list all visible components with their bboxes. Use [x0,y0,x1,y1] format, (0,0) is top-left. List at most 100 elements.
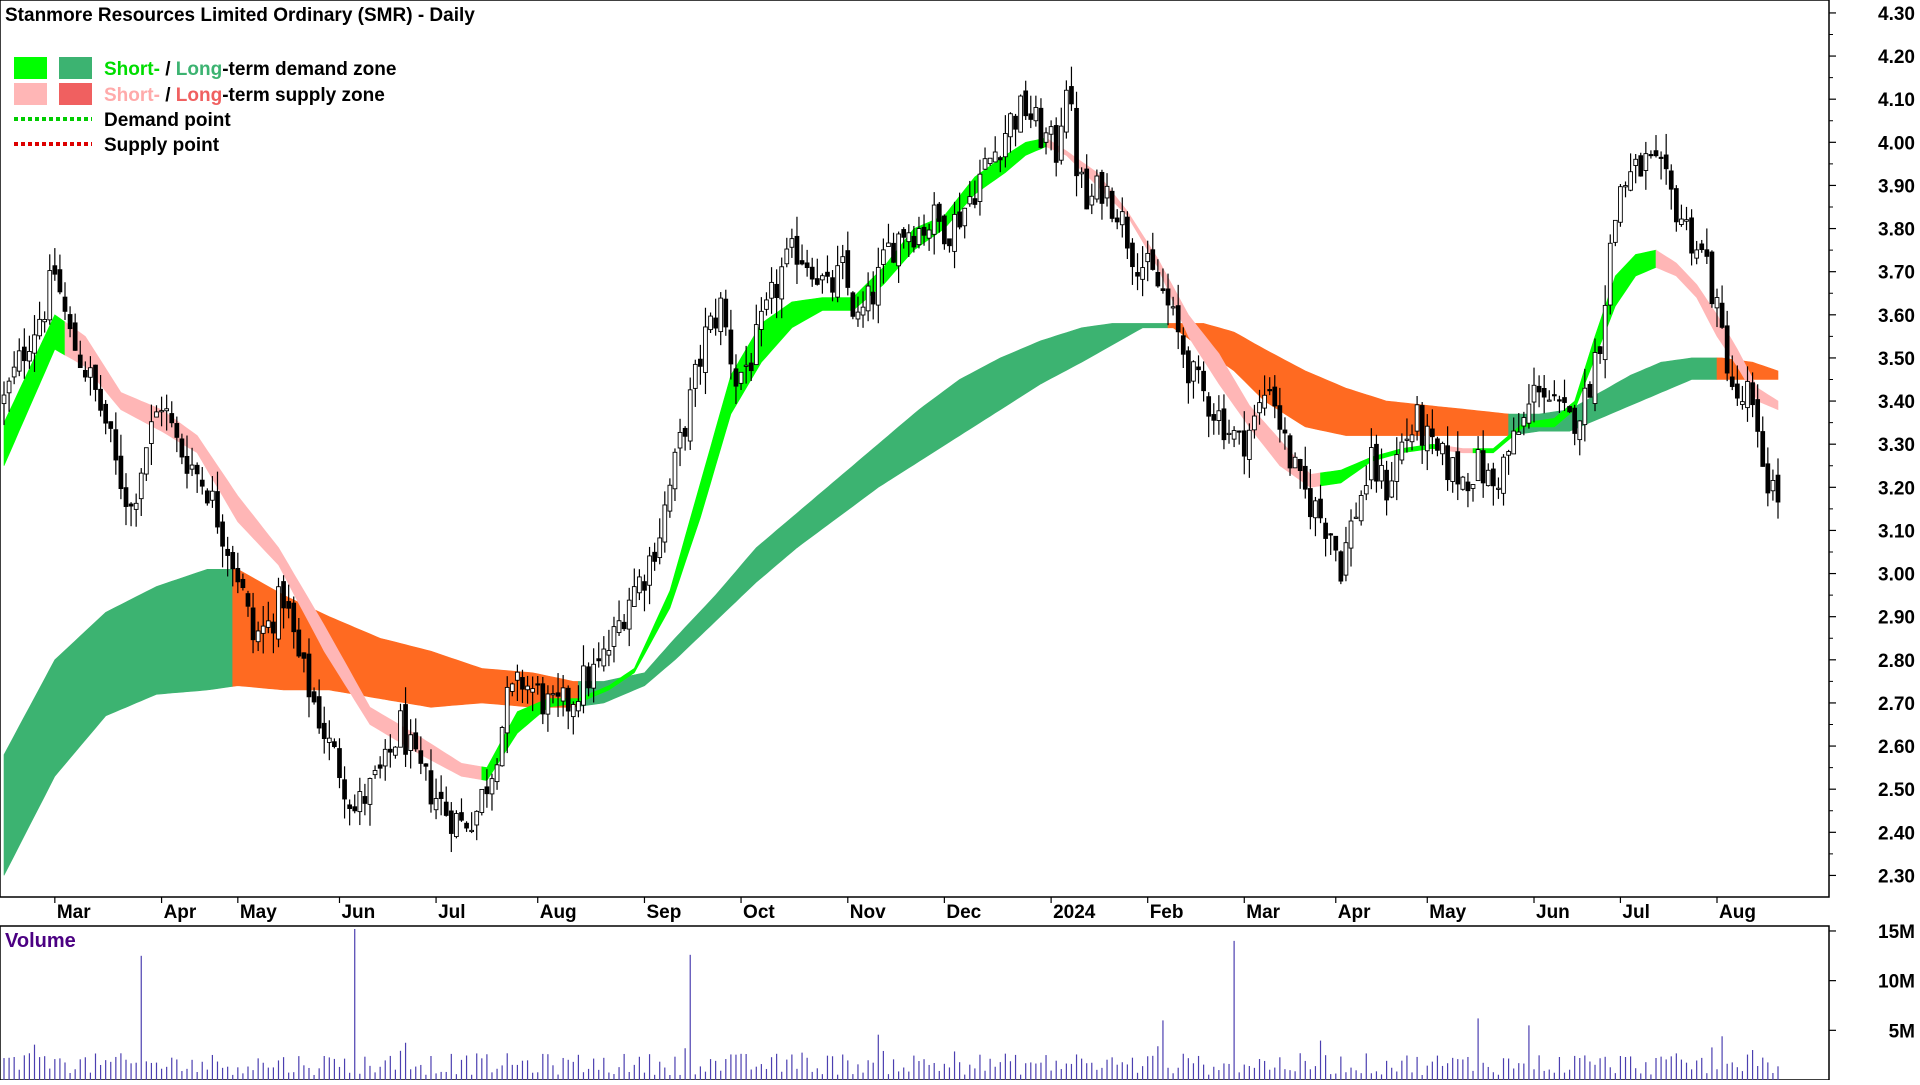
candle-313 [1592,338,1598,412]
candle-body [1658,156,1664,159]
candle-body [1734,383,1740,399]
candle-body [631,586,637,607]
candle-body [509,683,515,692]
candle-141 [718,292,724,346]
candle-248 [1262,375,1267,416]
candle-65 [332,738,337,749]
candle-body [113,429,119,461]
candle-47 [240,573,246,591]
candle-body [494,764,500,783]
candle-body [357,791,363,813]
candle-body [387,748,393,753]
candle-155 [789,228,795,258]
candle-body [972,198,978,205]
candle-192 [977,159,983,216]
candle-215 [1094,169,1100,203]
candle-180 [916,216,922,249]
candle-body [1064,89,1069,133]
candle-169 [860,291,866,328]
x-tick-label-7: Oct [743,902,775,923]
candle-79 [403,687,408,767]
candle-244 [1241,411,1247,475]
candle-232 [1180,327,1186,368]
candle-319 [1623,181,1628,198]
candle-body [1455,451,1461,485]
candle-9 [47,254,53,325]
candle-body [235,567,241,583]
candle-body [479,788,485,813]
candle-21 [108,421,114,443]
candle-body [1394,454,1400,482]
candle-body [199,479,205,487]
candle-body [1750,382,1755,406]
y-tick-label-5: 3.80 [1878,220,1915,241]
candle-46 [235,552,241,594]
candle-body [469,829,474,833]
candle-212 [1079,167,1084,188]
y-tick-label-3: 4.00 [1878,133,1915,154]
candle-body [1435,438,1440,451]
candle-312 [1587,381,1593,398]
candle-336 [1709,250,1715,308]
candle-92 [469,812,474,834]
candle-body [489,778,495,795]
candle-body [169,413,175,424]
candle-165 [840,244,846,280]
candle-250 [1272,375,1278,419]
candle-120 [611,616,617,663]
candle-104 [530,676,535,712]
zones-layer [3,137,1779,876]
y-tick-label-10: 3.30 [1878,435,1915,456]
candle-302 [1536,375,1542,408]
candle-body [916,228,922,246]
legend-supply-zone: Short- / Long-term supply zone [104,85,385,106]
candle-body [1557,399,1562,402]
candle-269 [1369,428,1374,490]
candle-body [1323,522,1328,539]
candle-body [1450,457,1456,482]
candle-167 [850,291,856,320]
candle-100 [509,682,515,697]
candle-body [779,266,785,300]
candle-body [1709,251,1715,305]
candle-162 [825,255,830,284]
candle-body [1445,445,1450,481]
candle-body [865,285,871,312]
candle-body [47,270,53,321]
candle-68 [347,799,353,826]
candle-200 [1018,94,1023,133]
legend-supply-short: Short- [104,85,160,106]
candle-45 [230,545,236,587]
candle-body [581,665,586,706]
candle-body [891,242,896,263]
candle-body [1536,385,1542,393]
candle-211 [1074,91,1079,197]
candle-203 [1033,95,1039,127]
candle-44 [225,536,231,577]
y-tick-label-16: 2.70 [1878,694,1915,715]
candle-243 [1236,430,1242,445]
candle-49 [250,592,256,654]
candle-body [118,455,124,490]
candle-110 [560,675,566,717]
candle-body [367,778,373,805]
x-tick-label-14: May [1429,902,1466,923]
candle-188 [957,192,962,230]
candle-body [1516,431,1522,435]
x-tick-label-12: Mar [1246,902,1280,923]
candle-body [1338,551,1344,582]
candle-78 [398,703,403,748]
candle-body [1028,113,1034,120]
candle-5 [27,335,32,369]
candle-body [1440,442,1445,455]
candle-288 [1465,472,1471,508]
candle-241 [1226,419,1232,444]
candle-15 [77,340,83,369]
candle-body [1694,249,1700,259]
candle-body [1180,335,1186,355]
candle-10 [52,248,58,281]
candle-106 [540,676,546,725]
candle-body [662,504,668,543]
candle-273 [1389,461,1395,499]
candle-body [1160,288,1166,291]
